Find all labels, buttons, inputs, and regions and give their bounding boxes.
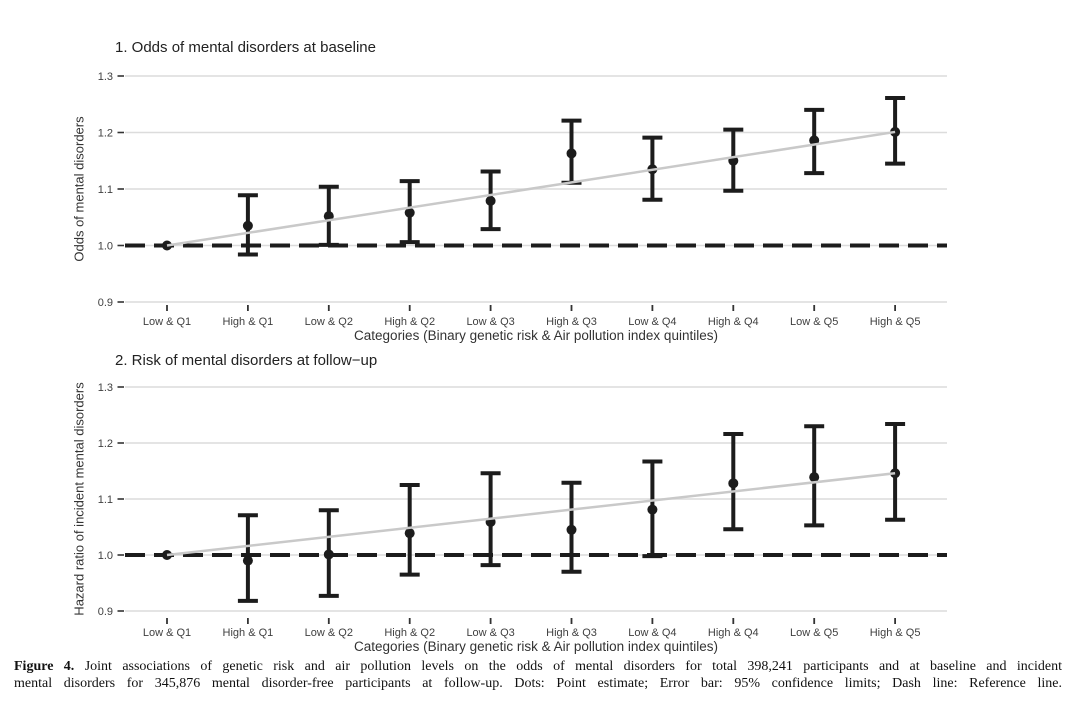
point-estimate-dot	[728, 478, 739, 489]
y-tick-label: 1.2	[98, 127, 113, 139]
category-label: Low & Q2	[305, 316, 353, 328]
category-label: High & Q4	[708, 316, 759, 328]
y-tick-label: 0.9	[98, 297, 113, 309]
figure-caption: Figure 4. Joint associations of genetic …	[14, 659, 1062, 692]
y-tick-label: 0.9	[98, 606, 113, 618]
category-label: Low & Q5	[790, 627, 838, 639]
category-label: High & Q5	[870, 316, 921, 328]
y-tick-label: 1.1	[98, 494, 113, 506]
point-estimate-dot	[647, 504, 658, 515]
category-label: High & Q3	[546, 627, 597, 639]
category-label: High & Q3	[546, 316, 597, 328]
point-estimate-dot	[809, 472, 820, 483]
y-tick-label: 1.3	[98, 382, 113, 394]
category-label: Low & Q4	[628, 316, 676, 328]
point-estimate-dot	[323, 549, 334, 560]
category-label: High & Q1	[223, 627, 274, 639]
y-tick-label: 1.0	[98, 240, 113, 252]
category-label: High & Q2	[384, 627, 435, 639]
category-label: High & Q4	[708, 627, 759, 639]
category-label: High & Q2	[384, 316, 435, 328]
point-estimate-dot	[485, 195, 496, 206]
caption-text-1: Joint associations of genetic risk and a…	[84, 659, 1063, 674]
trend-line	[166, 130, 896, 247]
point-estimate-dot	[404, 528, 415, 539]
category-label: Low & Q3	[466, 316, 514, 328]
panel2-x-axis-label: Categories (Binary genetic risk & Air po…	[354, 639, 718, 654]
y-tick-label: 1.0	[98, 550, 113, 562]
point-estimate-dot	[566, 148, 577, 159]
point-estimate-dot	[890, 468, 901, 479]
panel1-plot: 0.9 1.0 1.1 1.2 1.3 Low & Q1 High & Q1 Low & Q2…	[98, 71, 947, 328]
category-label: Low & Q1	[143, 627, 191, 639]
panel2-plot: 0.9 1.0 1.1 1.2 1.3 Low & Q1 High & Q1 Low & Q2…	[98, 382, 947, 639]
y-tick-label: 1.1	[98, 184, 113, 196]
trend-line	[166, 471, 896, 557]
caption-line-1: Figure 4. Joint associations of genetic …	[14, 659, 1062, 676]
category-label: Low & Q1	[143, 316, 191, 328]
caption-line-2: mental disorders for 345,876 mental diso…	[14, 675, 1062, 691]
figure-label: Figure 4.	[14, 659, 75, 674]
category-label: Low & Q5	[790, 316, 838, 328]
point-estimate-dot	[242, 555, 253, 566]
point-estimate-dot	[404, 207, 415, 218]
panel2-title: 2. Risk of mental disorders at follow−up	[115, 352, 378, 369]
panel1-title: 1. Odds of mental disorders at baseline	[115, 39, 376, 56]
category-label: Low & Q4	[628, 627, 676, 639]
point-estimate-dot	[566, 524, 577, 535]
panel1-x-axis-label: Categories (Binary genetic risk & Air po…	[354, 328, 718, 343]
category-label: High & Q5	[870, 627, 921, 639]
category-label: Low & Q2	[305, 627, 353, 639]
y-tick-label: 1.2	[98, 438, 113, 450]
category-label: Low & Q3	[466, 627, 514, 639]
point-estimate-dot	[242, 220, 253, 231]
y-tick-label: 1.3	[98, 71, 113, 83]
category-label: High & Q1	[223, 316, 274, 328]
